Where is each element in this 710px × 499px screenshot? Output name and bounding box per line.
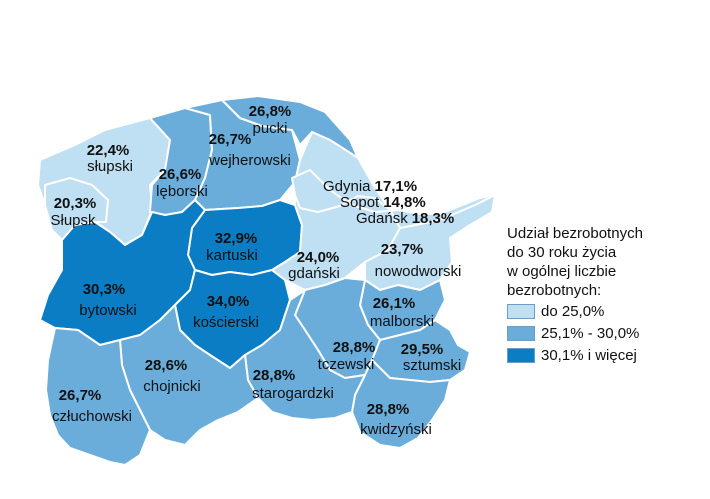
legend-swatch-high xyxy=(507,348,535,363)
label-name-wejherowski: wejherowski xyxy=(208,152,291,169)
legend-title-line: bezrobotnych: xyxy=(507,282,602,299)
legend-item-low: do 25,0% xyxy=(507,301,707,322)
label-name-kwidzynski: kwidzyński xyxy=(360,421,432,438)
legend-item-mid: 25,1% - 30,0% xyxy=(507,323,707,344)
label-name-kartuski: kartuski xyxy=(206,247,258,264)
legend: Udział bezrobotnych do 30 roku życia w o… xyxy=(507,224,707,366)
label-value-czluchowski: 26,7% xyxy=(59,387,102,404)
label-value-wejherowski: 26,7% xyxy=(209,131,252,148)
label-name-tczewski: tczewski xyxy=(318,356,375,373)
legend-title-line: do 30 roku życia xyxy=(507,244,617,261)
label-name-starogardzki: starogardzki xyxy=(252,385,334,402)
label-name-nowodworski: nowodworski xyxy=(375,263,462,280)
label-name-pucki: pucki xyxy=(252,120,287,137)
legend-label-high: 30,1% i więcej xyxy=(541,347,637,364)
label-name-bytowski: bytowski xyxy=(79,302,137,319)
label-name-slupsk: Słupsk xyxy=(50,212,96,229)
label-value-bytowski: 30,3% xyxy=(83,281,126,298)
label-value-kwidzynski: 28,8% xyxy=(367,401,410,418)
legend-swatch-low xyxy=(507,304,535,319)
label-value-sztumski: 29,5% xyxy=(401,341,444,358)
region-starogardzki xyxy=(244,289,366,421)
label-value-slupsk: 20,3% xyxy=(54,195,97,212)
label-value-malborski: 26,1% xyxy=(373,295,416,312)
label-city-gdansk: Gdańsk 18,3% xyxy=(356,210,454,227)
label-name-gdanski: gdański xyxy=(288,265,340,282)
label-value-pucki: 26,8% xyxy=(249,103,292,120)
label-value-starogardzki: 28,8% xyxy=(253,367,296,384)
label-value-slupski: 22,4% xyxy=(87,142,130,159)
legend-title-line: w ogólnej liczbie xyxy=(507,263,617,280)
label-city-sopot: Sopot 14,8% xyxy=(340,194,426,211)
region-czluchowski xyxy=(45,327,151,466)
label-value-nowodworski: 23,7% xyxy=(381,241,424,258)
label-value-tczewski: 28,8% xyxy=(333,339,376,356)
label-name-sztumski: sztumski xyxy=(403,357,461,374)
label-value-kartuski: 32,9% xyxy=(215,230,258,247)
legend-swatch-mid xyxy=(507,326,535,341)
label-name-malborski: malborski xyxy=(370,313,434,330)
region-trojmiasto xyxy=(291,169,496,229)
label-name-chojnicki: chojnicki xyxy=(143,378,201,395)
label-name-slupski: słupski xyxy=(87,158,133,175)
label-name-czluchowski: człuchowski xyxy=(52,408,132,425)
legend-title-line: Udział bezrobotnych xyxy=(507,225,643,242)
legend-label-low: do 25,0% xyxy=(541,303,605,320)
label-value-chojnicki: 28,6% xyxy=(145,357,188,374)
legend-label-mid: 25,1% - 30,0% xyxy=(541,325,640,342)
label-city-gdynia: Gdynia 17,1% xyxy=(323,178,417,195)
label-name-koscierski: kościerski xyxy=(193,314,259,331)
label-value-koscierski: 34,0% xyxy=(207,293,250,310)
region-kwidzynski xyxy=(351,359,451,449)
label-value-gdanski: 24,0% xyxy=(297,249,340,266)
region-gdanski xyxy=(271,131,401,291)
label-value-leborski: 26,6% xyxy=(159,166,202,183)
legend-item-high: 30,1% i więcej xyxy=(507,345,707,366)
label-name-leborski: lęborski xyxy=(156,183,208,200)
